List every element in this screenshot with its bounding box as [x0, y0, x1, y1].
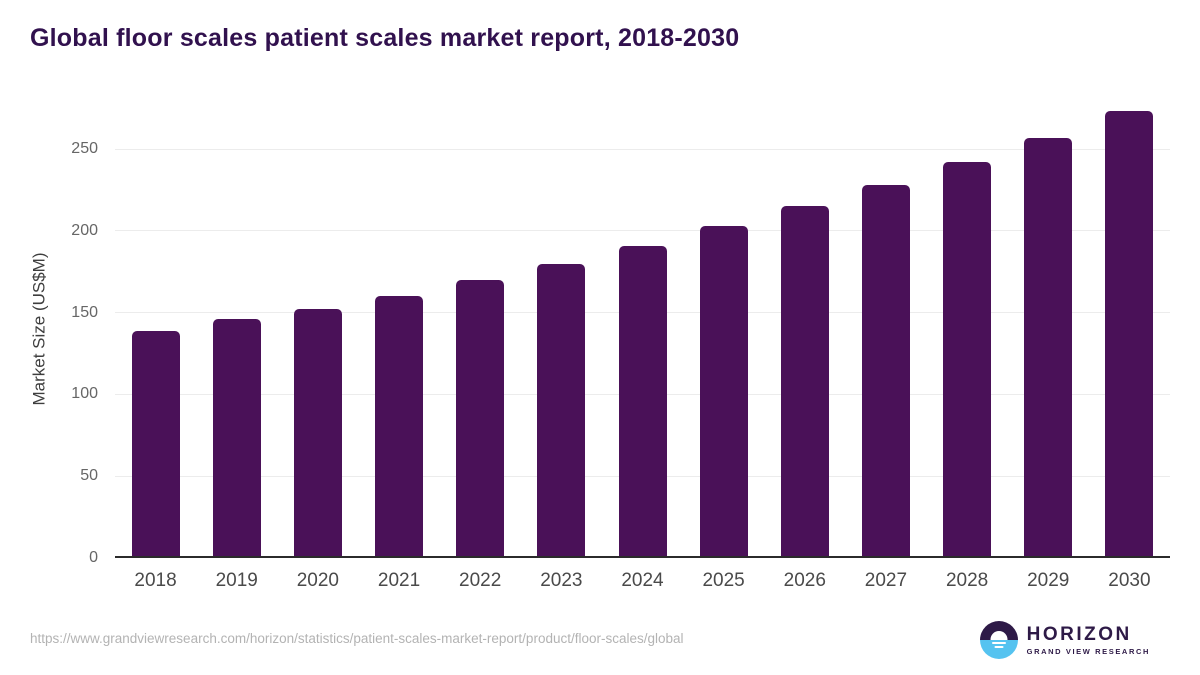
- x-tick-label: 2024: [621, 570, 664, 591]
- y-axis-title: Market Size (US$M): [26, 100, 54, 558]
- x-tick-label: 2027: [864, 570, 908, 591]
- x-tick-label: 2023: [540, 570, 583, 591]
- x-axis-line: [115, 556, 1170, 558]
- x-tick-label: 2022: [459, 570, 502, 591]
- chart-bar-2029: [1024, 137, 1073, 558]
- logo-reflection-line: [994, 646, 1004, 648]
- y-axis-title-label: Market Size (US$M): [30, 252, 49, 406]
- bar-chart: Market Size (US$M) 0 50 100 150 200 250 2018 2…: [0, 100, 1200, 605]
- logo-reflection-line: [991, 642, 1006, 644]
- logo-sea-shape: [979, 640, 1018, 659]
- y-tick-label: 150: [71, 303, 98, 321]
- x-tick-label: 2018: [134, 570, 177, 591]
- source-url: https://www.grandviewresearch.com/horizo…: [30, 631, 684, 646]
- x-tick-label: 2021: [377, 570, 421, 591]
- chart-bar-2026: [780, 206, 829, 558]
- plot-area: 2018 2019 2020 2021 2022 2023 2024 2025 2026 2027…: [115, 100, 1170, 591]
- logo-sun-icon: [990, 631, 1008, 640]
- chart-bar-2019: [212, 319, 261, 558]
- page-title: Global floor scales patient scales marke…: [30, 24, 740, 52]
- chart-bar-2025: [699, 225, 748, 558]
- chart-bar-2028: [943, 162, 992, 558]
- y-tick-label: 50: [80, 467, 98, 485]
- chart-bar-2021: [375, 296, 424, 558]
- x-tick-label: 2026: [783, 570, 826, 591]
- gridline: [115, 230, 1170, 232]
- logo-text: HORIZON GRAND VIEW RESEARCH: [1027, 624, 1150, 656]
- x-tick-label: 2030: [1108, 570, 1151, 591]
- chart-bar-2022: [456, 279, 505, 558]
- y-tick-label: 250: [71, 140, 98, 158]
- horizon-logo: HORIZON GRAND VIEW RESEARCH: [979, 620, 1150, 660]
- x-tick-label: 2020: [296, 570, 339, 591]
- chart-bar-2020: [293, 309, 342, 558]
- logo-sky-shape: [979, 621, 1018, 640]
- y-axis-ticks: 0 50 100 150 200 250: [54, 100, 98, 566]
- horizon-logo-icon: [979, 621, 1018, 659]
- gridline: [115, 148, 1170, 150]
- chart-bar-2027: [861, 185, 910, 558]
- chart-bar-2030: [1105, 111, 1154, 558]
- logo-tagline: GRAND VIEW RESEARCH: [1026, 647, 1150, 656]
- logo-name: HORIZON: [1026, 624, 1132, 645]
- chart-bar-2018: [131, 330, 180, 558]
- y-tick-label: 100: [71, 385, 98, 403]
- x-tick-label: 2028: [945, 570, 989, 591]
- y-tick-label: 0: [89, 549, 98, 566]
- chart-bar-2024: [618, 245, 667, 558]
- x-tick-label: 2029: [1027, 570, 1070, 591]
- chart-bar-2023: [537, 263, 586, 558]
- y-tick-label: 200: [71, 221, 98, 239]
- x-tick-label: 2025: [702, 570, 745, 591]
- x-tick-label: 2019: [215, 570, 258, 591]
